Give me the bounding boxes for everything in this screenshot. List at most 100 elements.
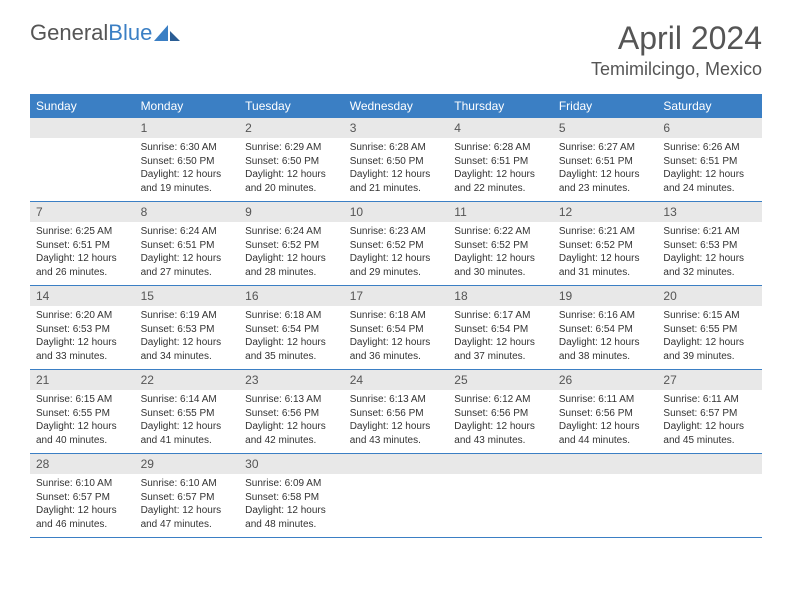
day-info-line: and 40 minutes. — [36, 434, 129, 448]
day-info-line: Sunset: 6:50 PM — [350, 155, 443, 169]
day-info-line: Sunrise: 6:28 AM — [350, 141, 443, 155]
day-number-cell: 27 — [657, 370, 762, 390]
day-info-line: Sunset: 6:51 PM — [141, 239, 234, 253]
day-number-cell — [553, 454, 658, 474]
day-content-cell — [553, 474, 658, 537]
day-content-cell: Sunrise: 6:10 AMSunset: 6:57 PMDaylight:… — [135, 474, 240, 537]
day-info-line: and 48 minutes. — [245, 518, 338, 532]
weeks-container: 123456Sunrise: 6:30 AMSunset: 6:50 PMDay… — [30, 118, 762, 538]
day-number-cell: 16 — [239, 286, 344, 306]
day-number-cell: 26 — [553, 370, 658, 390]
day-number-cell: 11 — [448, 202, 553, 222]
day-number-cell: 13 — [657, 202, 762, 222]
day-info-line: Sunset: 6:55 PM — [663, 323, 756, 337]
day-info-line: Daylight: 12 hours — [454, 168, 547, 182]
day-header-cell: Wednesday — [344, 94, 449, 118]
day-content-cell: Sunrise: 6:18 AMSunset: 6:54 PMDaylight:… — [344, 306, 449, 369]
day-content-cell: Sunrise: 6:19 AMSunset: 6:53 PMDaylight:… — [135, 306, 240, 369]
day-info-line: Daylight: 12 hours — [663, 420, 756, 434]
day-info-line: Sunrise: 6:28 AM — [454, 141, 547, 155]
month-title: April 2024 — [591, 20, 762, 57]
day-info-line: Daylight: 12 hours — [559, 420, 652, 434]
day-info-line: and 30 minutes. — [454, 266, 547, 280]
day-number-cell: 2 — [239, 118, 344, 138]
day-info-line: Sunrise: 6:13 AM — [350, 393, 443, 407]
day-info-line: Daylight: 12 hours — [141, 420, 234, 434]
day-info-line: Sunrise: 6:19 AM — [141, 309, 234, 323]
day-info-line: and 24 minutes. — [663, 182, 756, 196]
day-info-line: Sunrise: 6:24 AM — [245, 225, 338, 239]
day-info-line: Sunset: 6:57 PM — [141, 491, 234, 505]
day-info-line: Daylight: 12 hours — [350, 420, 443, 434]
day-info-line: Sunrise: 6:23 AM — [350, 225, 443, 239]
day-info-line: Sunrise: 6:17 AM — [454, 309, 547, 323]
day-info-line: Sunrise: 6:15 AM — [36, 393, 129, 407]
day-content-cell: Sunrise: 6:15 AMSunset: 6:55 PMDaylight:… — [657, 306, 762, 369]
day-number-cell — [657, 454, 762, 474]
title-block: April 2024 Temimilcingo, Mexico — [591, 20, 762, 80]
day-info-line: Sunrise: 6:16 AM — [559, 309, 652, 323]
day-info-line: Sunset: 6:54 PM — [454, 323, 547, 337]
day-number-cell: 30 — [239, 454, 344, 474]
logo-sail-icon — [154, 23, 180, 43]
day-content-cell: Sunrise: 6:30 AMSunset: 6:50 PMDaylight:… — [135, 138, 240, 201]
day-content-cell: Sunrise: 6:12 AMSunset: 6:56 PMDaylight:… — [448, 390, 553, 453]
day-number-cell: 17 — [344, 286, 449, 306]
day-info-line: Sunset: 6:56 PM — [454, 407, 547, 421]
day-info-line: and 43 minutes. — [454, 434, 547, 448]
day-info-line: and 44 minutes. — [559, 434, 652, 448]
day-info-line: Sunrise: 6:11 AM — [663, 393, 756, 407]
day-info-line: Sunrise: 6:12 AM — [454, 393, 547, 407]
day-info-line: Daylight: 12 hours — [245, 504, 338, 518]
day-info-line: Sunrise: 6:14 AM — [141, 393, 234, 407]
day-number-cell: 20 — [657, 286, 762, 306]
day-info-line: Daylight: 12 hours — [663, 336, 756, 350]
day-info-line: and 35 minutes. — [245, 350, 338, 364]
day-info-line: Daylight: 12 hours — [36, 504, 129, 518]
day-info-line: Sunset: 6:50 PM — [245, 155, 338, 169]
day-info-line: Sunset: 6:57 PM — [663, 407, 756, 421]
day-info-line: and 29 minutes. — [350, 266, 443, 280]
day-content-cell — [30, 138, 135, 201]
day-content-cell — [657, 474, 762, 537]
day-content-row: Sunrise: 6:20 AMSunset: 6:53 PMDaylight:… — [30, 306, 762, 370]
day-number-cell: 8 — [135, 202, 240, 222]
day-info-line: Sunrise: 6:21 AM — [663, 225, 756, 239]
day-info-line: Sunrise: 6:18 AM — [350, 309, 443, 323]
day-info-line: and 45 minutes. — [663, 434, 756, 448]
day-info-line: and 37 minutes. — [454, 350, 547, 364]
day-number-cell — [344, 454, 449, 474]
day-info-line: Sunset: 6:55 PM — [36, 407, 129, 421]
day-info-line: and 23 minutes. — [559, 182, 652, 196]
day-info-line: Sunset: 6:56 PM — [245, 407, 338, 421]
day-number-cell: 1 — [135, 118, 240, 138]
day-info-line: Daylight: 12 hours — [559, 168, 652, 182]
day-content-cell: Sunrise: 6:18 AMSunset: 6:54 PMDaylight:… — [239, 306, 344, 369]
day-info-line: Sunset: 6:52 PM — [245, 239, 338, 253]
day-content-cell: Sunrise: 6:17 AMSunset: 6:54 PMDaylight:… — [448, 306, 553, 369]
day-number-cell: 4 — [448, 118, 553, 138]
day-content-cell: Sunrise: 6:09 AMSunset: 6:58 PMDaylight:… — [239, 474, 344, 537]
day-number-cell: 10 — [344, 202, 449, 222]
day-header-cell: Thursday — [448, 94, 553, 118]
day-number-cell: 15 — [135, 286, 240, 306]
day-number-cell: 19 — [553, 286, 658, 306]
day-info-line: and 36 minutes. — [350, 350, 443, 364]
calendar: Sunday Monday Tuesday Wednesday Thursday… — [30, 94, 762, 538]
day-header-row: Sunday Monday Tuesday Wednesday Thursday… — [30, 94, 762, 118]
day-info-line: Daylight: 12 hours — [454, 252, 547, 266]
day-info-line: Daylight: 12 hours — [141, 336, 234, 350]
day-info-line: Sunset: 6:52 PM — [350, 239, 443, 253]
day-number-cell: 6 — [657, 118, 762, 138]
day-info-line: Daylight: 12 hours — [350, 252, 443, 266]
day-number-cell: 23 — [239, 370, 344, 390]
day-info-line: Daylight: 12 hours — [454, 420, 547, 434]
day-number-row: 14151617181920 — [30, 286, 762, 306]
day-info-line: Sunrise: 6:15 AM — [663, 309, 756, 323]
day-info-line: Sunrise: 6:25 AM — [36, 225, 129, 239]
day-content-cell: Sunrise: 6:28 AMSunset: 6:51 PMDaylight:… — [448, 138, 553, 201]
day-content-cell: Sunrise: 6:24 AMSunset: 6:52 PMDaylight:… — [239, 222, 344, 285]
day-content-cell: Sunrise: 6:26 AMSunset: 6:51 PMDaylight:… — [657, 138, 762, 201]
day-info-line: and 22 minutes. — [454, 182, 547, 196]
day-content-row: Sunrise: 6:15 AMSunset: 6:55 PM Daylight:… — [30, 390, 762, 454]
